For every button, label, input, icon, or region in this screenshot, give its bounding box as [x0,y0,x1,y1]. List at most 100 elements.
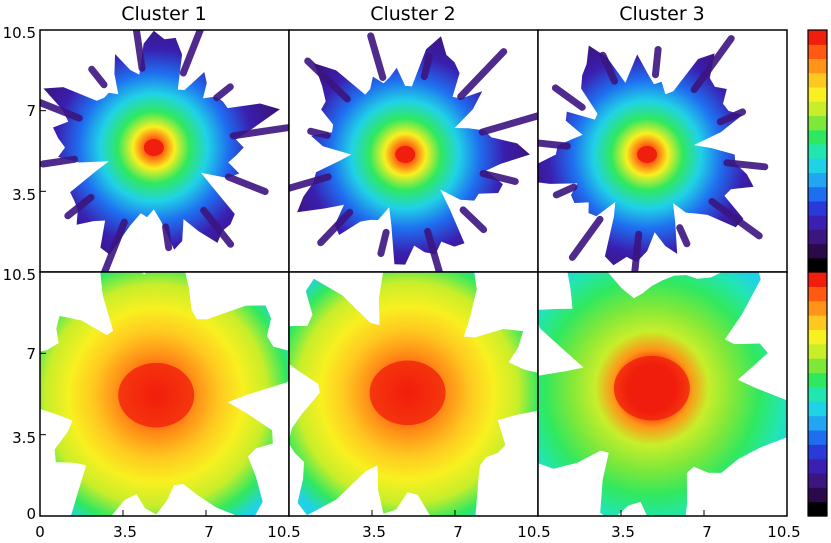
colorbar-swatch [808,343,827,359]
x-tick-p1-2: 3.5 [113,523,137,541]
colorbar-swatch [808,501,827,517]
colorbar-swatch [808,358,827,374]
panel-frame [537,271,788,517]
filament [651,46,662,79]
tick-marks [39,110,788,516]
colorbar-swatch [808,30,827,45]
filament [213,83,234,102]
colorbar-swatch [808,329,827,345]
filament [424,227,444,272]
colorbar-swatch [808,415,827,431]
filament [162,223,173,252]
y-tick-top-3: 3.5 [12,186,36,204]
x-tick-p1-4: 10.5 [267,523,301,541]
colorbar-swatch [808,86,827,102]
filament [307,127,331,139]
filament [317,208,354,247]
colorbar-swatch [808,115,827,131]
y-tick-bottom-4: 0 [26,505,36,523]
x-tick-p1-1: 0 [35,523,45,541]
colorbar-swatch [808,386,827,402]
filament [179,30,205,77]
y-tick-bottom-1: 10.5 [2,266,36,284]
filament [538,139,571,150]
filament [599,51,618,85]
filament [568,215,604,261]
core [143,139,164,157]
filament [478,112,538,136]
filament [289,173,332,192]
panel-bottom-1 [40,272,289,516]
filament [479,170,519,185]
panel-top-1 [40,30,289,272]
filament [420,52,433,81]
colorbar-swatch [808,401,827,417]
colorbar-swatch [808,143,827,159]
x-tick-p2-2: 3.5 [362,523,386,541]
colorbar-swatch [808,72,827,88]
x-tick-p3-3: 7 [702,523,712,541]
filament [457,48,508,101]
colorbar-swatch [808,458,827,474]
filament [676,224,691,248]
core [118,362,195,428]
filament [690,35,735,94]
colorbar-swatch [808,186,827,202]
colorbar-swatch [808,129,827,145]
filament [708,198,763,240]
col-title-3: Cluster 3 [619,3,705,25]
filament [459,206,488,234]
core [395,145,416,163]
filament [88,65,108,89]
panel-bottom-2 [289,272,538,516]
filament [377,228,390,257]
x-tick-p2-3: 7 [453,523,463,541]
y-tick-top-2: 7 [26,102,36,120]
filament [304,57,351,103]
colorbar-swatch [808,286,827,302]
panel-bottom-3 [538,272,787,516]
core [637,145,658,163]
core [369,360,446,426]
x-tick-p1-3: 7 [204,523,214,541]
colorbar-swatch [808,172,827,188]
col-title-2: Cluster 2 [370,3,456,25]
colorbar-swatch [808,229,827,245]
x-tick-p2-4: 10.5 [517,523,551,541]
y-tick-bottom-3: 3.5 [12,429,36,447]
filament [229,123,289,140]
x-tick-p3-4: 10.5 [767,523,801,541]
colorbar-swatch [808,101,827,117]
filament [200,206,235,248]
colorbar-swatch [808,300,827,316]
filament [40,155,79,168]
colorbar-top [807,29,828,273]
colorbar-swatch [808,58,827,74]
colorbar-swatch [808,315,827,331]
colorbar-swatch [808,215,827,230]
x-tick-p3-2: 3.5 [611,523,635,541]
filament [723,159,769,171]
filament [552,183,578,199]
filament [716,108,747,126]
colorbar-bottom [807,271,828,517]
filament [224,173,269,196]
colorbar-swatch [808,158,827,173]
colorbar-swatch [808,444,827,460]
colorbar-swatch [808,487,827,503]
panel-top-3 [538,30,787,272]
filament [551,84,586,111]
colorbar-swatch [808,44,827,60]
colorbar-frame [807,271,828,517]
panel-top-2 [289,30,538,272]
filament [100,218,128,272]
colorbar-swatch [808,429,827,445]
core [613,355,690,421]
y-tick-top-1: 10.5 [2,24,36,42]
filament [631,230,643,272]
colorbar-swatch [808,257,827,273]
colorbar-swatch [808,200,827,216]
colorbar-swatch [808,372,827,388]
filament [367,32,387,81]
